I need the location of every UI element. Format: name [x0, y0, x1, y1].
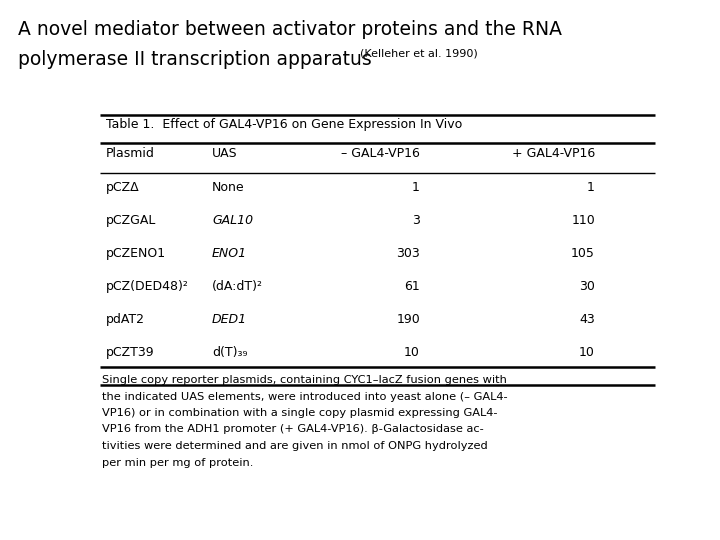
Text: polymerase II transcription apparatus: polymerase II transcription apparatus [18, 50, 372, 69]
Text: UAS: UAS [212, 147, 238, 160]
Text: VP16) or in combination with a single copy plasmid expressing GAL4-: VP16) or in combination with a single co… [102, 408, 498, 418]
Text: the indicated UAS elements, were introduced into yeast alone (– GAL4-: the indicated UAS elements, were introdu… [102, 392, 508, 402]
Text: pdAT2: pdAT2 [106, 313, 145, 326]
Text: 303: 303 [396, 247, 420, 260]
Text: d(T)₃₉: d(T)₃₉ [212, 346, 248, 359]
Text: tivities were determined and are given in nmol of ONPG hydrolyzed: tivities were determined and are given i… [102, 441, 487, 451]
Text: pCZ(DED48)²: pCZ(DED48)² [106, 280, 189, 293]
Text: Single copy reporter plasmids, containing CYC1–lacZ fusion genes with: Single copy reporter plasmids, containin… [102, 375, 507, 385]
Text: 190: 190 [396, 313, 420, 326]
Text: 30: 30 [579, 280, 595, 293]
Text: (Kelleher et al. 1990): (Kelleher et al. 1990) [360, 48, 478, 58]
Text: 3: 3 [412, 214, 420, 227]
Text: VP16 from the ADH1 promoter (+ GAL4-VP16). β-Galactosidase ac-: VP16 from the ADH1 promoter (+ GAL4-VP16… [102, 424, 484, 435]
Text: + GAL4-VP16: + GAL4-VP16 [512, 147, 595, 160]
Text: 1: 1 [587, 181, 595, 194]
Text: GAL10: GAL10 [212, 214, 253, 227]
Text: 61: 61 [404, 280, 420, 293]
Text: 10: 10 [404, 346, 420, 359]
Text: 10: 10 [579, 346, 595, 359]
Text: ENO1: ENO1 [212, 247, 247, 260]
Text: pCZΔ: pCZΔ [106, 181, 140, 194]
Text: 43: 43 [580, 313, 595, 326]
Text: A novel mediator between activator proteins and the RNA: A novel mediator between activator prote… [18, 20, 562, 39]
Text: DED1: DED1 [212, 313, 247, 326]
Text: None: None [212, 181, 245, 194]
Text: (dA:dT)²: (dA:dT)² [212, 280, 263, 293]
Text: pCZGAL: pCZGAL [106, 214, 156, 227]
Text: Plasmid: Plasmid [106, 147, 155, 160]
Text: per min per mg of protein.: per min per mg of protein. [102, 457, 253, 468]
Text: – GAL4-VP16: – GAL4-VP16 [341, 147, 420, 160]
Text: pCZT39: pCZT39 [106, 346, 155, 359]
Text: pCZENO1: pCZENO1 [106, 247, 166, 260]
Text: 1: 1 [412, 181, 420, 194]
Text: 110: 110 [571, 214, 595, 227]
Text: Table 1.  Effect of GAL4-VP16 on Gene Expression In Vivo: Table 1. Effect of GAL4-VP16 on Gene Exp… [106, 118, 462, 131]
Text: 105: 105 [571, 247, 595, 260]
